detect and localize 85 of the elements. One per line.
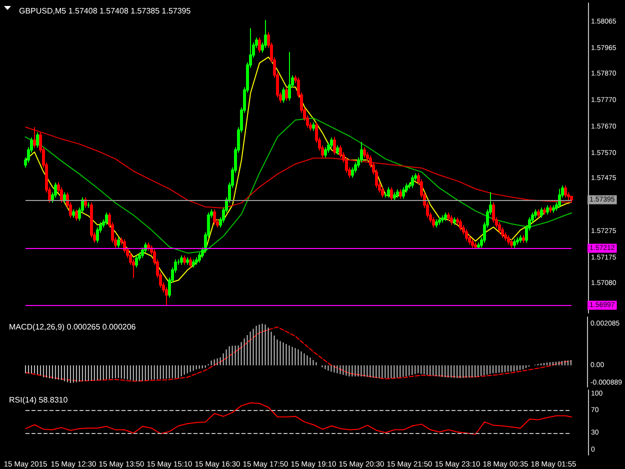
candlestick xyxy=(552,204,555,214)
chart-title: GBPUSD,M5 1.57408 1.57408 1.57385 1.57395 xyxy=(19,6,192,16)
candlestick xyxy=(411,174,414,188)
candlestick xyxy=(540,206,543,218)
candlestick xyxy=(393,192,396,202)
candlestick xyxy=(537,208,540,218)
candlestick xyxy=(522,234,525,244)
candlestick xyxy=(516,236,519,246)
candlestick xyxy=(390,186,393,202)
candlestick xyxy=(165,286,168,306)
candlestick xyxy=(507,234,510,246)
candlestick xyxy=(117,236,120,248)
candlestick xyxy=(36,132,39,148)
candlestick xyxy=(336,144,339,156)
candlestick xyxy=(288,52,291,102)
candlestick xyxy=(339,144,342,158)
candlestick xyxy=(63,192,66,204)
candlestick xyxy=(474,242,477,249)
candlestick xyxy=(258,36,261,54)
candlestick xyxy=(558,188,561,208)
candlestick xyxy=(435,218,438,228)
candlestick xyxy=(432,216,435,228)
candlestick xyxy=(459,218,462,232)
candlestick xyxy=(519,234,522,244)
candlestick xyxy=(513,238,516,248)
candlestick xyxy=(327,142,330,154)
candlestick xyxy=(60,186,63,204)
candlestick xyxy=(105,212,108,226)
candlestick xyxy=(282,86,285,104)
candlestick xyxy=(90,202,93,238)
candlestick xyxy=(135,254,138,268)
candlestick xyxy=(471,238,474,248)
candlestick xyxy=(312,122,315,132)
candlestick xyxy=(54,182,57,198)
line-series xyxy=(25,118,572,254)
candlestick xyxy=(330,136,333,148)
candlestick xyxy=(477,242,480,249)
candlestick xyxy=(33,126,36,148)
text: RSI(14) 58.8310 xyxy=(9,396,68,404)
line-series xyxy=(25,126,572,208)
candlestick xyxy=(72,208,75,218)
candlestick xyxy=(381,186,384,198)
candlestick xyxy=(546,204,549,216)
line-series xyxy=(25,56,572,284)
candlestick xyxy=(438,216,441,226)
candlestick xyxy=(75,208,78,222)
candlestick xyxy=(549,204,552,214)
candlestick xyxy=(441,214,444,224)
candlestick xyxy=(501,226,504,238)
candlestick xyxy=(180,254,183,266)
candlestick xyxy=(465,228,468,242)
candlestick xyxy=(396,188,399,198)
candlestick xyxy=(96,226,99,244)
candlestick xyxy=(324,146,327,158)
candlestick xyxy=(570,196,573,203)
candlestick xyxy=(183,254,186,266)
candlestick xyxy=(498,222,501,234)
candlestick xyxy=(534,208,537,218)
candlestick xyxy=(351,166,354,178)
candlestick xyxy=(333,136,336,156)
candlestick xyxy=(450,214,453,226)
candlestick xyxy=(504,232,507,242)
candlestick xyxy=(192,258,195,268)
candlestick xyxy=(564,184,567,198)
candlestick xyxy=(189,256,192,268)
candlestick xyxy=(195,256,198,266)
candlestick xyxy=(543,206,546,216)
candlestick xyxy=(360,141,363,164)
candlestick xyxy=(363,146,366,158)
candlestick xyxy=(510,238,513,248)
text: MACD(12,26,9) 0.000265 0.000206 xyxy=(9,322,136,332)
candlestick xyxy=(384,192,387,198)
candlestick xyxy=(387,186,390,198)
candlestick xyxy=(453,216,456,226)
candlestick xyxy=(399,188,402,200)
candlestick xyxy=(147,242,150,252)
candlestick xyxy=(402,186,405,200)
candlestick xyxy=(492,202,495,224)
candlestick xyxy=(186,256,189,266)
candlestick xyxy=(264,19,267,48)
candlestick xyxy=(447,212,450,222)
candlestick xyxy=(213,208,216,226)
candlestick xyxy=(285,86,288,102)
candlestick xyxy=(444,212,447,222)
candlestick xyxy=(87,202,90,208)
